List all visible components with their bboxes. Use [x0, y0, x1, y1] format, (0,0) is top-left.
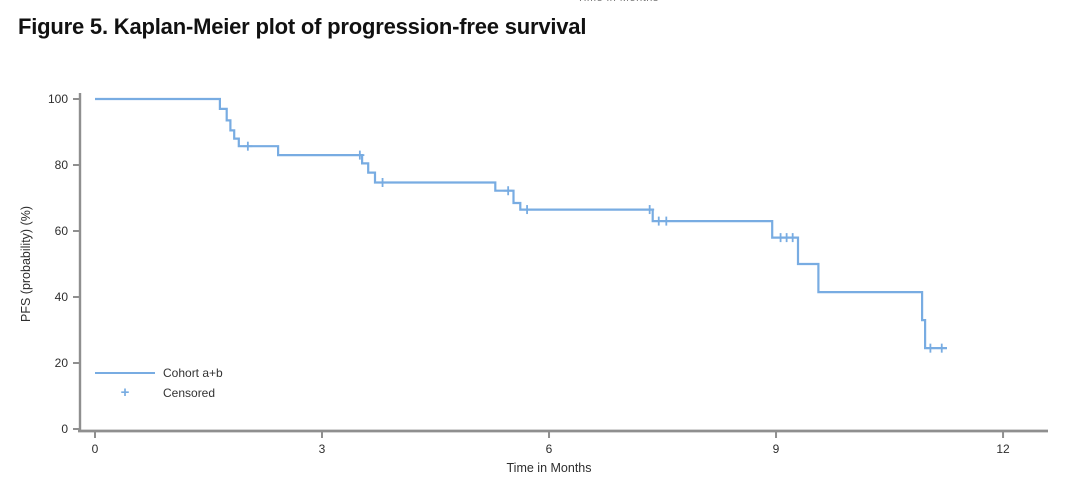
y-axis-tick-label: 100 — [48, 92, 68, 106]
legend-line-marker — [95, 372, 155, 374]
clipped-text-top: Time in Months — [538, 0, 698, 4]
legend-entry-cohort: Cohort a+b — [95, 363, 223, 383]
censored-plus-icon: + — [120, 384, 130, 401]
survival-curve-cohort-a-b — [95, 97, 947, 350]
y-axis-tick-label: 40 — [55, 290, 69, 304]
x-axis-tick-label: 0 — [92, 442, 99, 456]
figure-title: Figure 5. Kaplan-Meier plot of progressi… — [18, 14, 587, 39]
legend-label-censored: Censored — [163, 386, 216, 400]
kaplan-meier-plot: 0 20 40 60 80 100 0 3 6 9 12 Time in Months PFS (pro… — [19, 92, 1048, 475]
y-axis-tick-label: 60 — [55, 224, 69, 238]
x-axis-title: Time in Months — [507, 461, 592, 475]
legend-label-cohort: Cohort a+b — [163, 366, 223, 380]
x-axis-tick-label: 12 — [996, 442, 1010, 456]
y-axis-tick-label: 20 — [55, 356, 69, 370]
cohort-line-swatch-icon — [95, 372, 155, 374]
y-axis-tick-label: 80 — [55, 158, 69, 172]
legend-plus-marker: + — [95, 384, 155, 401]
x-axis-tick-label: 3 — [319, 442, 326, 456]
y-axis-tick-label: 0 — [61, 422, 68, 436]
legend: Cohort a+b + Censored — [95, 363, 223, 403]
x-axis-tick-label: 6 — [546, 442, 553, 456]
y-axis-title: PFS (probability) (%) — [19, 206, 33, 322]
x-axis-tick-label: 9 — [773, 442, 780, 456]
legend-entry-censored: + Censored — [95, 383, 223, 403]
